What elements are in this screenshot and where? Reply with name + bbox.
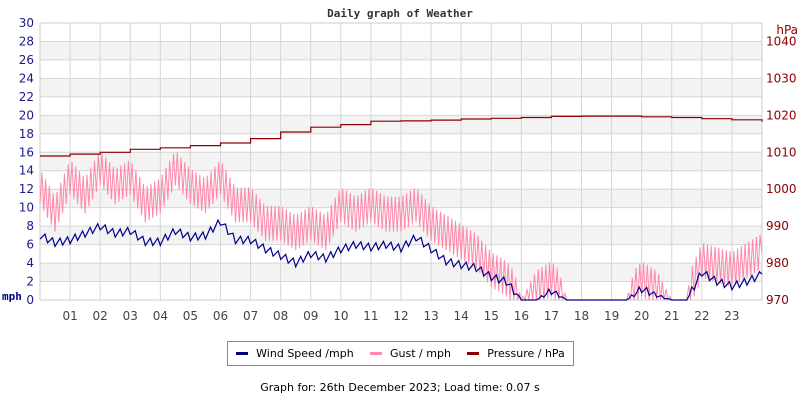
x-tick: 10 [333, 309, 348, 323]
x-tick: 13 [423, 309, 438, 323]
y-tick-left: 2 [26, 275, 34, 289]
y-tick-left: 8 [26, 219, 34, 233]
y-tick-left: 12 [19, 182, 34, 196]
x-tick: 12 [393, 309, 408, 323]
y-tick-left: 18 [19, 127, 34, 141]
x-tick: 09 [303, 309, 318, 323]
x-tick: 11 [363, 309, 378, 323]
x-tick: 02 [93, 309, 108, 323]
pressure-line [40, 115, 763, 157]
x-tick: 05 [183, 309, 198, 323]
plot-frame [39, 22, 763, 301]
x-tick: 16 [514, 309, 529, 323]
legend-swatch-pressure [467, 352, 480, 355]
legend-swatch-gust [370, 352, 383, 355]
x-tick: 22 [694, 309, 709, 323]
y-axis-left-label: mph [2, 290, 22, 303]
legend-item-gust: Gust / mph [370, 347, 451, 360]
x-tick: 20 [634, 309, 649, 323]
x-tick: 18 [574, 309, 589, 323]
x-tick: 17 [544, 309, 559, 323]
y-tick-left: 10 [19, 201, 34, 215]
x-tick: 08 [273, 309, 288, 323]
y-tick-right: 1030 [766, 71, 797, 85]
footer-status: Graph for: 26th December 2023; Load time… [260, 381, 540, 394]
y-tick-right: 990 [766, 219, 789, 233]
y-tick-right: 1010 [766, 145, 797, 159]
weather-chart: 0246810121416182022242628309709809901000… [2, 7, 798, 323]
y-tick-left: 28 [19, 34, 34, 48]
y-axis-right-label: hPa [776, 23, 798, 37]
legend: Wind Speed /mph Gust / mph Pressure / hP… [227, 341, 574, 366]
x-tick: 23 [724, 309, 739, 323]
legend-label-wind: Wind Speed /mph [256, 347, 354, 360]
y-tick-right: 980 [766, 256, 789, 270]
y-tick-left: 30 [19, 16, 34, 30]
y-tick-left: 22 [19, 90, 34, 104]
legend-swatch-wind [236, 352, 249, 355]
y-tick-right: 1000 [766, 182, 797, 196]
y-tick-left: 0 [26, 293, 34, 307]
y-tick-left: 4 [26, 256, 34, 270]
gust-line [39, 152, 763, 302]
x-tick: 03 [123, 309, 138, 323]
y-tick-left: 26 [19, 53, 34, 67]
x-tick: 15 [484, 309, 499, 323]
y-tick-left: 14 [19, 164, 34, 178]
y-tick-left: 16 [19, 145, 34, 159]
x-tick: 06 [213, 309, 228, 323]
x-tick: 01 [62, 309, 77, 323]
chart-title: Daily graph of Weather [327, 7, 473, 20]
y-tick-left: 6 [26, 238, 34, 252]
x-tick: 07 [243, 309, 258, 323]
y-tick-right: 1040 [766, 34, 797, 48]
legend-label-gust: Gust / mph [390, 347, 451, 360]
x-tick: 04 [153, 309, 168, 323]
wind-speed-line [39, 218, 763, 301]
y-tick-left: 20 [19, 108, 34, 122]
legend-item-pressure: Pressure / hPa [467, 347, 565, 360]
y-tick-right: 1020 [766, 108, 797, 122]
y-tick-right: 970 [766, 293, 789, 307]
legend-label-pressure: Pressure / hPa [487, 347, 565, 360]
legend-item-wind: Wind Speed /mph [236, 347, 354, 360]
x-tick: 21 [664, 309, 679, 323]
x-tick: 14 [454, 309, 469, 323]
x-tick: 19 [604, 309, 619, 323]
y-tick-left: 24 [19, 71, 34, 85]
